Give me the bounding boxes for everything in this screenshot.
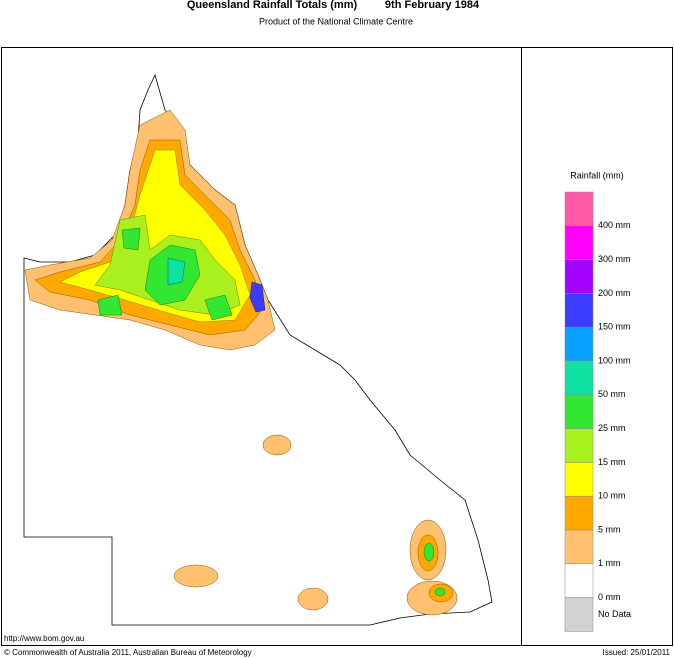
legend-label: 10 mm bbox=[598, 491, 626, 501]
rain-25mm bbox=[434, 587, 446, 597]
legend-title: Rainfall (mm) bbox=[570, 170, 624, 180]
rain-1mm bbox=[297, 587, 329, 611]
legend-label: 50 mm bbox=[598, 389, 626, 399]
rain-1mm bbox=[173, 564, 219, 588]
legend-label: No Data bbox=[598, 609, 631, 619]
footer-copyright: © Commonwealth of Australia 2011, Austra… bbox=[4, 648, 252, 657]
legend-label: 100 mm bbox=[598, 355, 631, 365]
legend-swatch bbox=[564, 394, 594, 429]
rain-50mm bbox=[167, 257, 186, 286]
legend-swatch bbox=[564, 293, 594, 328]
map-frame bbox=[1, 47, 673, 646]
legend-swatch bbox=[564, 495, 594, 531]
legend-swatch bbox=[564, 360, 594, 396]
legend-swatch bbox=[564, 462, 594, 497]
legend-label: 0 mm bbox=[598, 592, 621, 602]
map-title: Queensland Rainfall Totals (mm) bbox=[187, 0, 358, 11]
legend-label: 150 mm bbox=[598, 322, 631, 332]
legend: 400 mm 300 mm 200 mm 150 mm 100 mm 50 mm 25 mm… bbox=[564, 191, 631, 632]
rain-150mm bbox=[249, 281, 266, 313]
footer-issued: Issued: 25/01/2011 bbox=[603, 648, 671, 657]
legend-swatch bbox=[564, 191, 594, 227]
legend-label: 1 mm bbox=[598, 558, 621, 568]
legend-label: 5 mm bbox=[598, 524, 621, 534]
map-date: 9th February 1984 bbox=[385, 0, 480, 11]
rain-25mm bbox=[97, 227, 233, 321]
legend-label: 200 mm bbox=[598, 288, 631, 298]
rain-25mm bbox=[423, 542, 435, 562]
legend-swatch bbox=[564, 597, 594, 632]
state-map bbox=[23, 73, 493, 626]
legend-swatch bbox=[564, 259, 594, 294]
legend-swatch bbox=[564, 529, 594, 565]
map-subtitle: Product of the National Climate Centre bbox=[259, 16, 413, 26]
legend-label: 25 mm bbox=[598, 423, 626, 433]
rain-1mm bbox=[262, 434, 292, 456]
legend-label: 300 mm bbox=[598, 254, 631, 264]
legend-label: 15 mm bbox=[598, 457, 626, 467]
footer-url: http://www.bom.gov.au bbox=[4, 634, 84, 643]
legend-swatch bbox=[564, 225, 594, 260]
legend-label: 400 mm bbox=[598, 220, 631, 230]
legend-swatch bbox=[564, 428, 594, 463]
legend-swatch bbox=[564, 326, 594, 362]
legend-swatch bbox=[564, 563, 594, 598]
